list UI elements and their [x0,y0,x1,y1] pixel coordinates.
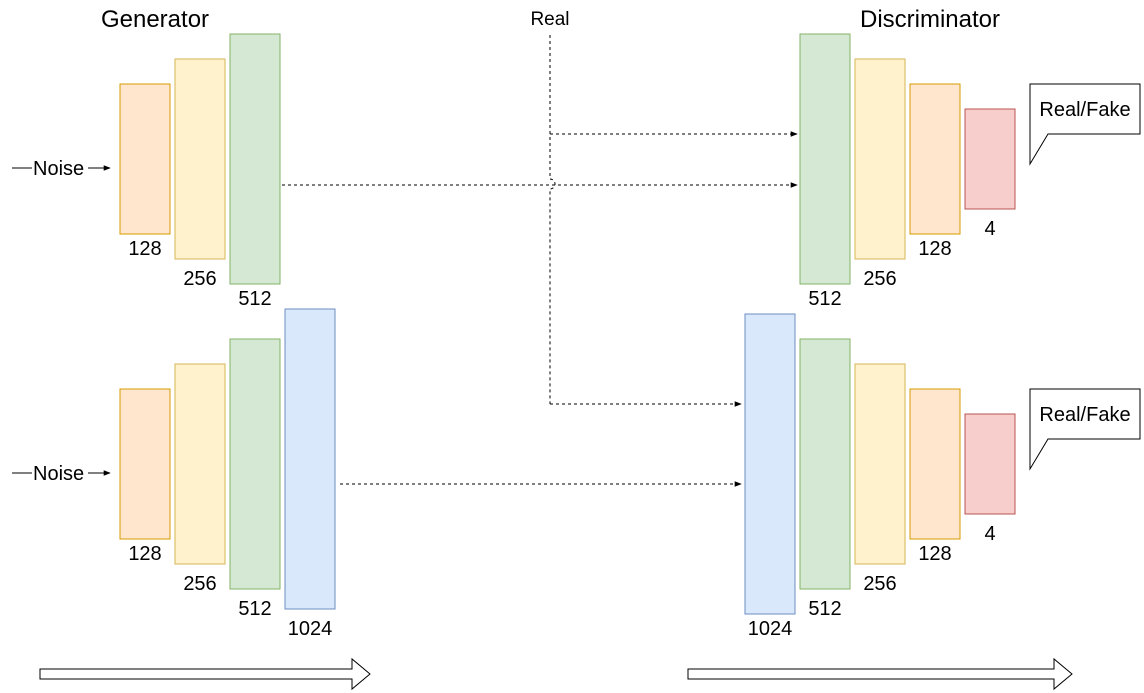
noise-bottom-label: Noise [33,463,84,485]
gen-bottom-label-256: 256 [183,573,216,595]
generator-title: Generator [101,6,209,33]
disc-bottom-layer-4 [964,413,1016,515]
disc-bottom-layer-512 [799,338,851,590]
noise-top-label: Noise [33,158,84,180]
disc-bottom-layer-128 [909,388,961,540]
gen-top-layer-512 [229,33,281,285]
gen-bottom-label-128: 128 [128,543,161,565]
disc-bottom-layer-1024 [744,313,796,615]
generator-direction-arrow [39,657,371,691]
gen-top-label-512: 512 [238,288,271,310]
callout-top [1029,83,1141,166]
callout-bottom-text: Real/Fake [1039,404,1130,426]
gen-bottom-layer-256 [174,363,226,565]
real-vertical-line [549,35,556,404]
disc-bottom-label-4: 4 [984,523,995,545]
disc-bottom-label-256: 256 [863,573,896,595]
gen-bottom-label-1024: 1024 [288,618,333,640]
disc-top-layer-128 [909,83,961,235]
gen-bottom-label-512: 512 [238,598,271,620]
disc-top-label-256: 256 [863,268,896,290]
gen-top-label-256: 256 [183,268,216,290]
gen-bottom-layer-512 [229,338,281,590]
gen-top-layer-128 [119,83,171,235]
gen-top-label-128: 128 [128,238,161,260]
gen-top-layer-256 [174,58,226,260]
callout-bottom [1029,388,1141,471]
disc-bottom-label-128: 128 [918,543,951,565]
disc-top-label-512: 512 [808,288,841,310]
gen-bottom-layer-1024 [284,308,336,610]
disc-top-layer-256 [854,58,906,260]
disc-top-label-128: 128 [918,238,951,260]
disc-bottom-label-512: 512 [808,598,841,620]
real-label: Real [530,9,569,30]
disc-bottom-label-1024: 1024 [748,618,793,640]
disc-bottom-layer-256 [854,363,906,565]
callout-top-text: Real/Fake [1039,99,1130,121]
discriminator-title: Discriminator [860,6,1000,33]
disc-top-layer-4 [964,108,1016,210]
disc-top-layer-512 [799,33,851,285]
gen-bottom-layer-128 [119,388,171,540]
disc-top-label-4: 4 [984,218,995,240]
discriminator-direction-arrow [687,657,1073,691]
